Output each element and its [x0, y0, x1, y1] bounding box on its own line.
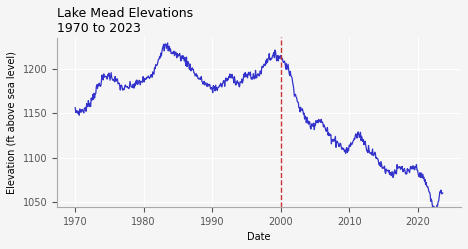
Text: Lake Mead Elevations
1970 to 2023: Lake Mead Elevations 1970 to 2023	[57, 7, 193, 35]
X-axis label: Date: Date	[247, 232, 271, 242]
Y-axis label: Elevation (ft above sea level): Elevation (ft above sea level)	[7, 51, 17, 193]
